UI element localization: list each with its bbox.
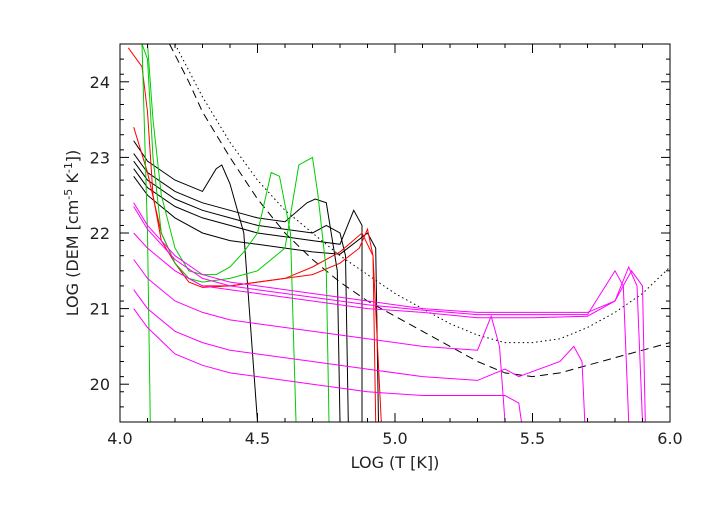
series-line-17 xyxy=(133,308,522,422)
series-line-13 xyxy=(133,206,630,422)
y-tick-label: 20 xyxy=(90,375,110,394)
x-tick-label: 4.5 xyxy=(245,429,270,448)
x-tick-label: 6.0 xyxy=(657,429,682,448)
x-axis-title: LOG (T [K]) xyxy=(351,453,440,472)
series-line-1 xyxy=(169,44,670,378)
series-line-14 xyxy=(133,232,646,422)
y-axis-title-prefix: LOG (DEM [cm xyxy=(63,200,82,317)
x-tick-label: 5.0 xyxy=(382,429,407,448)
y-axis-title-suffix: ]) xyxy=(63,150,82,162)
x-tick-label: 4.0 xyxy=(107,429,132,448)
y-axis-title: LOG (DEM [cm-5 K-1]) xyxy=(62,150,83,317)
series-line-6 xyxy=(133,176,379,422)
x-tick-label: 5.5 xyxy=(520,429,545,448)
series-line-11 xyxy=(141,44,151,422)
series-line-9 xyxy=(147,44,297,422)
y-tick-label: 22 xyxy=(90,224,110,243)
series-line-15 xyxy=(133,259,506,422)
series-line-0 xyxy=(174,44,670,344)
y-axis-title-mid: K xyxy=(63,173,82,189)
tick-layer: 4.0 4.5 5.0 5.5 6.0 20 21 22 23 24 xyxy=(90,43,683,448)
series-layer xyxy=(127,44,670,422)
y-axis-title-exp1: -5 xyxy=(62,189,75,200)
series-line-2 xyxy=(133,140,258,422)
series-line-10 xyxy=(141,44,330,422)
y-tick-label: 24 xyxy=(90,73,110,92)
series-line-5 xyxy=(133,168,363,422)
series-line-16 xyxy=(133,289,586,422)
series-line-3 xyxy=(133,153,341,422)
y-axis-title-exp2: -1 xyxy=(62,162,75,173)
series-line-8 xyxy=(133,127,382,422)
y-tick-label: 23 xyxy=(90,148,110,167)
series-line-4 xyxy=(133,160,349,422)
y-tick-label: 21 xyxy=(90,300,110,319)
